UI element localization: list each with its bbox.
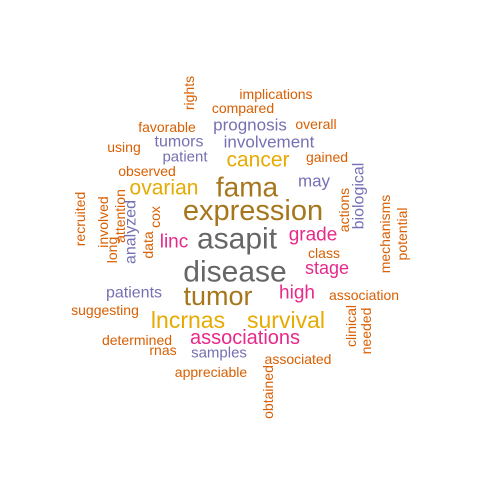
- word-involvement: involvement: [224, 133, 315, 152]
- word-needed: needed: [358, 308, 374, 355]
- word-linc: linc: [160, 232, 189, 253]
- word-long: long: [104, 237, 120, 263]
- word-recruited: recruited: [72, 192, 88, 246]
- word-actions: actions: [336, 188, 352, 232]
- word-cancer: cancer: [226, 149, 289, 172]
- word-implications: implications: [239, 86, 312, 102]
- word-rnas: rnas: [149, 342, 176, 358]
- word-obtained: obtained: [260, 365, 276, 419]
- word-may: may: [298, 172, 331, 191]
- word-potential: potential: [394, 208, 410, 261]
- word-asapit: asapit: [197, 223, 278, 256]
- word-fama: fama: [216, 172, 279, 203]
- word-high: high: [279, 283, 315, 304]
- word-compared: compared: [212, 100, 274, 116]
- word-samples: samples: [191, 345, 247, 362]
- word-patient: patient: [162, 149, 208, 166]
- word-tumor: tumor: [183, 281, 252, 311]
- word-involved: involved: [95, 196, 111, 247]
- word-ovarian: ovarian: [130, 177, 199, 200]
- word-association: association: [329, 287, 399, 303]
- word-associations: associations: [190, 327, 300, 349]
- word-attention: attention: [112, 189, 128, 243]
- word-data: data: [140, 231, 156, 258]
- word-disease: disease: [183, 256, 286, 289]
- word-suggesting: suggesting: [71, 302, 139, 318]
- word-stage: stage: [305, 258, 349, 278]
- word-appreciable: appreciable: [175, 364, 248, 380]
- word-biological: biological: [351, 163, 368, 230]
- word-tumors: tumors: [155, 134, 204, 151]
- word-determined: determined: [102, 332, 172, 348]
- word-mechanisms: mechanisms: [377, 195, 393, 274]
- word-associated: associated: [265, 351, 332, 367]
- word-patients: patients: [106, 285, 162, 302]
- word-survival: survival: [247, 307, 325, 333]
- word-expression: expression: [183, 195, 323, 227]
- word-cox: cox: [147, 206, 163, 228]
- word-grade: grade: [289, 225, 338, 246]
- word-analyzed: analyzed: [123, 200, 140, 264]
- word-using: using: [107, 139, 140, 155]
- word-observed: observed: [118, 163, 176, 179]
- word-prognosis: prognosis: [213, 116, 287, 135]
- word-favorable: favorable: [138, 119, 196, 135]
- word-gained: gained: [306, 149, 348, 165]
- word-class: class: [308, 245, 340, 261]
- word-rights: rights: [181, 76, 197, 110]
- word-lncrnas: lncrnas: [151, 307, 225, 333]
- word-clinical: clinical: [343, 305, 359, 347]
- word-overall: overall: [295, 116, 336, 132]
